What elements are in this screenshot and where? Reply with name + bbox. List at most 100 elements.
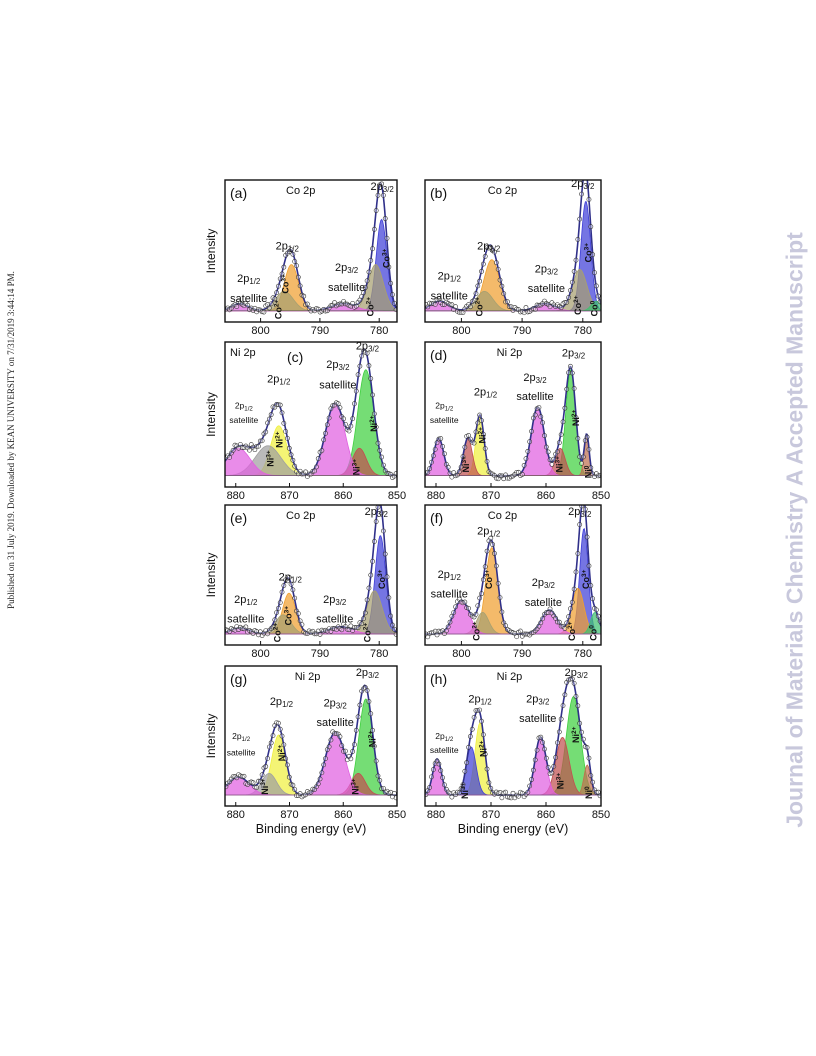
data-point <box>391 791 397 796</box>
data-point <box>447 619 453 625</box>
peak-annotation: 2p3/2 <box>562 348 585 361</box>
data-point <box>430 767 436 772</box>
data-point <box>259 772 265 778</box>
data-point <box>326 415 332 421</box>
data-point <box>558 716 564 722</box>
data-point <box>521 463 527 468</box>
x-tick-label: 790 <box>311 648 329 660</box>
peak-annotation: satellite <box>328 282 365 294</box>
peak-annotation: 2p3/2 <box>356 667 379 680</box>
peak-annotation: 2p1/2 <box>474 387 497 400</box>
data-point <box>555 740 560 746</box>
panel-e: 800 790 780 (e) Co 2p 2p3/2 2p1/2 2p3/2 satellit… <box>204 504 398 660</box>
peak-annotation: 2p1/2 <box>267 374 290 387</box>
data-point <box>257 778 263 784</box>
data-point <box>571 386 577 391</box>
ion-label: Co2+ <box>567 621 577 641</box>
data-point <box>456 790 462 796</box>
plot-area <box>225 181 397 315</box>
peak-annotation: 2p1/2 <box>438 270 461 283</box>
data-point <box>440 444 445 449</box>
data-point <box>586 755 592 761</box>
peak-annotation: 2p3/2 <box>324 698 347 711</box>
data-point <box>430 453 436 459</box>
data-point <box>386 264 392 270</box>
data-point <box>368 711 374 717</box>
data-point <box>427 466 433 472</box>
x-tick-label: 860 <box>334 490 352 502</box>
data-point <box>575 703 581 709</box>
element-label: Co 2p <box>286 510 315 522</box>
data-point <box>538 620 544 626</box>
data-point <box>484 548 490 554</box>
data-point <box>480 261 486 267</box>
data-point <box>276 720 281 726</box>
data-point <box>553 615 559 621</box>
data-point <box>279 589 285 595</box>
ion-label: Co3+ <box>377 569 387 589</box>
data-point <box>584 434 590 440</box>
data-point <box>553 754 559 760</box>
data-point <box>581 736 586 742</box>
data-point <box>480 577 486 583</box>
data-point <box>297 618 303 624</box>
data-point <box>438 436 444 441</box>
x-tick-label: 880 <box>427 490 445 502</box>
data-point <box>501 476 507 482</box>
data-point <box>353 388 359 394</box>
data-point <box>573 569 579 575</box>
data-point <box>482 751 488 757</box>
peak-annotation: 2p3/2 <box>523 372 546 385</box>
data-point <box>532 412 538 418</box>
data-point <box>547 304 553 310</box>
data-point <box>359 621 365 627</box>
peak-annotation: 2p1/2 <box>435 401 454 413</box>
data-point <box>254 785 260 790</box>
data-point <box>449 794 455 800</box>
data-point <box>588 773 594 778</box>
x-tick-label: 860 <box>537 490 555 502</box>
data-point <box>480 431 486 437</box>
data-point <box>364 278 370 284</box>
data-point <box>462 768 468 774</box>
data-point <box>480 732 486 738</box>
data-point <box>573 257 579 263</box>
data-point <box>488 535 494 541</box>
x-tick-label: 780 <box>574 648 592 660</box>
data-point <box>473 611 479 617</box>
data-point <box>588 465 594 471</box>
peak-annotation: satellite <box>319 379 356 391</box>
data-point <box>234 304 240 309</box>
data-point <box>268 412 274 418</box>
ion-label: Co0 <box>589 625 599 641</box>
data-point <box>588 224 594 230</box>
ion-label: Ni2+ <box>479 740 489 757</box>
data-point <box>371 411 377 417</box>
peak-annotation: satellite <box>430 745 459 755</box>
data-point <box>391 300 397 306</box>
ion-label: Ni2+ <box>571 726 581 743</box>
data-point <box>270 624 276 630</box>
data-point <box>268 740 274 746</box>
data-point <box>479 591 484 597</box>
data-point <box>279 271 285 277</box>
data-point <box>510 790 516 796</box>
ion-label: Ni2+ <box>571 410 581 427</box>
data-point <box>597 473 601 478</box>
data-point <box>391 626 397 632</box>
data-point <box>467 304 473 310</box>
data-point <box>290 782 296 788</box>
data-point <box>292 259 298 264</box>
data-point <box>484 459 490 464</box>
data-point <box>501 291 507 297</box>
data-point <box>272 296 278 302</box>
data-point <box>564 620 570 626</box>
data-point <box>488 785 494 791</box>
peak-annotation: 2p3/2 <box>526 693 549 706</box>
data-point <box>379 454 385 460</box>
data-point <box>277 402 283 408</box>
data-point <box>475 283 481 289</box>
data-point <box>281 583 287 588</box>
data-point <box>286 774 292 780</box>
